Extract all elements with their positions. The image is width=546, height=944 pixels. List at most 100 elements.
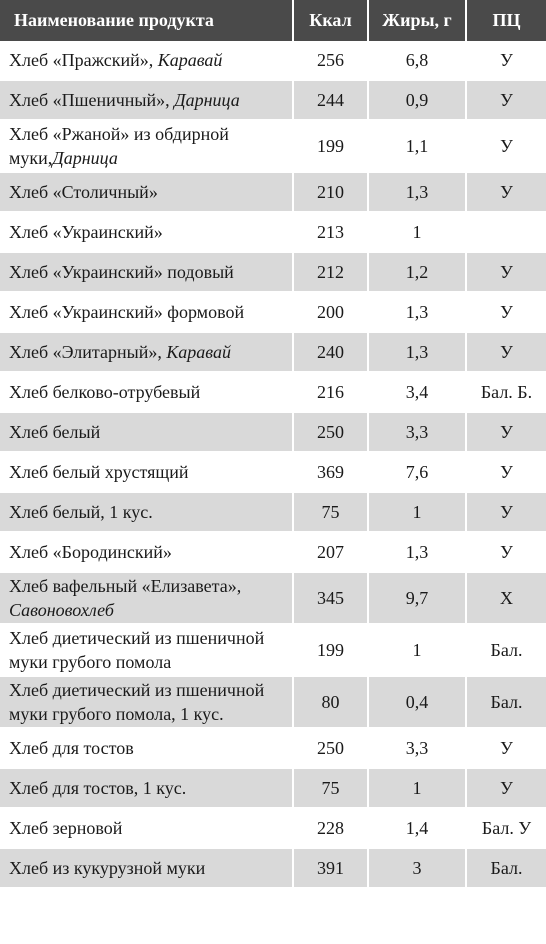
product-brand: Дарница bbox=[174, 90, 240, 110]
table-row: Хлеб «Украинский» формовой 200 1,3 У bbox=[0, 292, 546, 333]
fat-cell: 0,9 bbox=[368, 80, 467, 121]
table-row: Хлеб белково-отрубевый 216 3,4 Бал. Б. bbox=[0, 372, 546, 413]
table-row: Хлеб «Бородинский» 207 1,3 У bbox=[0, 532, 546, 573]
product-name: Хлеб для тостов bbox=[0, 728, 294, 769]
table-row: Хлеб диетический из пшеничной муки грубо… bbox=[0, 676, 546, 729]
pc-cell: Бал. Б. bbox=[466, 372, 546, 413]
table-row: Хлеб для тостов, 1 кус. 75 1 У bbox=[0, 768, 546, 809]
table-row: Хлеб для тостов 250 3,3 У bbox=[0, 728, 546, 769]
table-row: Хлеб «Элитарный», Каравай 240 1,3 У bbox=[0, 332, 546, 373]
pc-cell: У bbox=[466, 41, 546, 81]
product-name: Хлеб диетический из пшеничной муки грубо… bbox=[0, 624, 294, 677]
product-name: Хлеб белый, 1 кус. bbox=[0, 492, 294, 533]
fat-cell: 0,4 bbox=[368, 676, 467, 729]
header-pc: ПЦ bbox=[466, 0, 546, 41]
product-name: Хлеб «Столичный» bbox=[0, 172, 294, 213]
kcal-cell: 80 bbox=[293, 676, 369, 729]
product-name: Хлеб белый хрустящий bbox=[0, 452, 294, 493]
fat-cell: 9,7 bbox=[368, 572, 467, 625]
kcal-cell: 199 bbox=[293, 120, 369, 173]
fat-cell: 1 bbox=[368, 624, 467, 677]
kcal-cell: 345 bbox=[293, 572, 369, 625]
kcal-cell: 200 bbox=[293, 292, 369, 333]
fat-cell: 3 bbox=[368, 848, 467, 889]
product-name: Хлеб «Ржаной» из обдирной муки,Дарница bbox=[0, 120, 294, 173]
pc-cell: У bbox=[466, 252, 546, 293]
kcal-cell: 213 bbox=[293, 212, 369, 253]
table-row: Хлеб белый хрустящий 369 7,6 У bbox=[0, 452, 546, 493]
kcal-cell: 228 bbox=[293, 808, 369, 849]
pc-cell: У bbox=[466, 728, 546, 769]
fat-cell: 7,6 bbox=[368, 452, 467, 493]
pc-cell: Бал. bbox=[466, 848, 546, 889]
nutrition-table: Наименование продукта Ккал Жиры, г ПЦ Хл… bbox=[0, 0, 546, 889]
product-name: Хлеб «Украинский» подовый bbox=[0, 252, 294, 293]
product-name: Хлеб «Пшеничный», Дарница bbox=[0, 80, 294, 121]
table-row: Хлеб «Пражский», Каравай 256 6,8 У bbox=[0, 41, 546, 81]
kcal-cell: 250 bbox=[293, 728, 369, 769]
kcal-cell: 199 bbox=[293, 624, 369, 677]
product-name: Хлеб для тостов, 1 кус. bbox=[0, 768, 294, 809]
table-row: Хлеб из кукурузной муки 391 3 Бал. bbox=[0, 848, 546, 889]
table-row: Хлеб белый 250 3,3 У bbox=[0, 412, 546, 453]
pc-cell bbox=[466, 212, 546, 253]
product-name: Хлеб «Украинский» bbox=[0, 212, 294, 253]
header-name: Наименование продукта bbox=[0, 0, 294, 41]
table-row: Хлеб диетический из пшеничной муки грубо… bbox=[0, 624, 546, 677]
fat-cell: 3,4 bbox=[368, 372, 467, 413]
product-brand: Каравай bbox=[166, 342, 231, 362]
table-row: Хлеб белый, 1 кус. 75 1 У bbox=[0, 492, 546, 533]
fat-cell: 3,3 bbox=[368, 412, 467, 453]
product-name: Хлеб зерновой bbox=[0, 808, 294, 849]
fat-cell: 1,3 bbox=[368, 332, 467, 373]
pc-cell: Бал. У bbox=[466, 808, 546, 849]
table-row: Хлеб «Ржаной» из обдирной муки,Дарница 1… bbox=[0, 120, 546, 173]
pc-cell: У bbox=[466, 80, 546, 121]
table-row: Хлеб вафельный «Елизавета», Савоновохлеб… bbox=[0, 572, 546, 625]
pc-cell: Х bbox=[466, 572, 546, 625]
pc-cell: Бал. bbox=[466, 624, 546, 677]
fat-cell: 1,3 bbox=[368, 532, 467, 573]
header-fat: Жиры, г bbox=[368, 0, 467, 41]
table-row: Хлеб зерновой 228 1,4 Бал. У bbox=[0, 808, 546, 849]
product-name: Хлеб «Украинский» формовой bbox=[0, 292, 294, 333]
kcal-cell: 212 bbox=[293, 252, 369, 293]
kcal-cell: 210 bbox=[293, 172, 369, 213]
pc-cell: У bbox=[466, 332, 546, 373]
header-row: Наименование продукта Ккал Жиры, г ПЦ bbox=[0, 0, 546, 41]
pc-cell: У bbox=[466, 172, 546, 213]
kcal-cell: 250 bbox=[293, 412, 369, 453]
kcal-cell: 256 bbox=[293, 41, 369, 81]
pc-cell: У bbox=[466, 412, 546, 453]
kcal-cell: 75 bbox=[293, 768, 369, 809]
pc-cell: У bbox=[466, 292, 546, 333]
table-body: Хлеб «Пражский», Каравай 256 6,8 У Хлеб … bbox=[0, 41, 546, 889]
product-name: Хлеб из кукурузной муки bbox=[0, 848, 294, 889]
kcal-cell: 369 bbox=[293, 452, 369, 493]
header-kcal: Ккал bbox=[293, 0, 369, 41]
fat-cell: 1,2 bbox=[368, 252, 467, 293]
fat-cell: 1,4 bbox=[368, 808, 467, 849]
fat-cell: 6,8 bbox=[368, 41, 467, 81]
product-brand: Дарница bbox=[52, 148, 118, 168]
product-name: Хлеб «Пражский», Каравай bbox=[0, 41, 294, 81]
product-name: Хлеб «Бородинский» bbox=[0, 532, 294, 573]
kcal-cell: 391 bbox=[293, 848, 369, 889]
pc-cell: У bbox=[466, 492, 546, 533]
table-header: Наименование продукта Ккал Жиры, г ПЦ bbox=[0, 0, 546, 41]
product-brand: Каравай bbox=[157, 50, 223, 70]
pc-cell: У bbox=[466, 532, 546, 573]
product-name: Хлеб белый bbox=[0, 412, 294, 453]
kcal-cell: 240 bbox=[293, 332, 369, 373]
product-brand: Савоновохлеб bbox=[9, 600, 114, 620]
pc-cell: У bbox=[466, 120, 546, 173]
fat-cell: 1,1 bbox=[368, 120, 467, 173]
kcal-cell: 244 bbox=[293, 80, 369, 121]
fat-cell: 1,3 bbox=[368, 292, 467, 333]
fat-cell: 1 bbox=[368, 768, 467, 809]
fat-cell: 1,3 bbox=[368, 172, 467, 213]
kcal-cell: 207 bbox=[293, 532, 369, 573]
product-name: Хлеб белково-отрубевый bbox=[0, 372, 294, 413]
table-row: Хлеб «Украинский» подовый 212 1,2 У bbox=[0, 252, 546, 293]
fat-cell: 1 bbox=[368, 212, 467, 253]
